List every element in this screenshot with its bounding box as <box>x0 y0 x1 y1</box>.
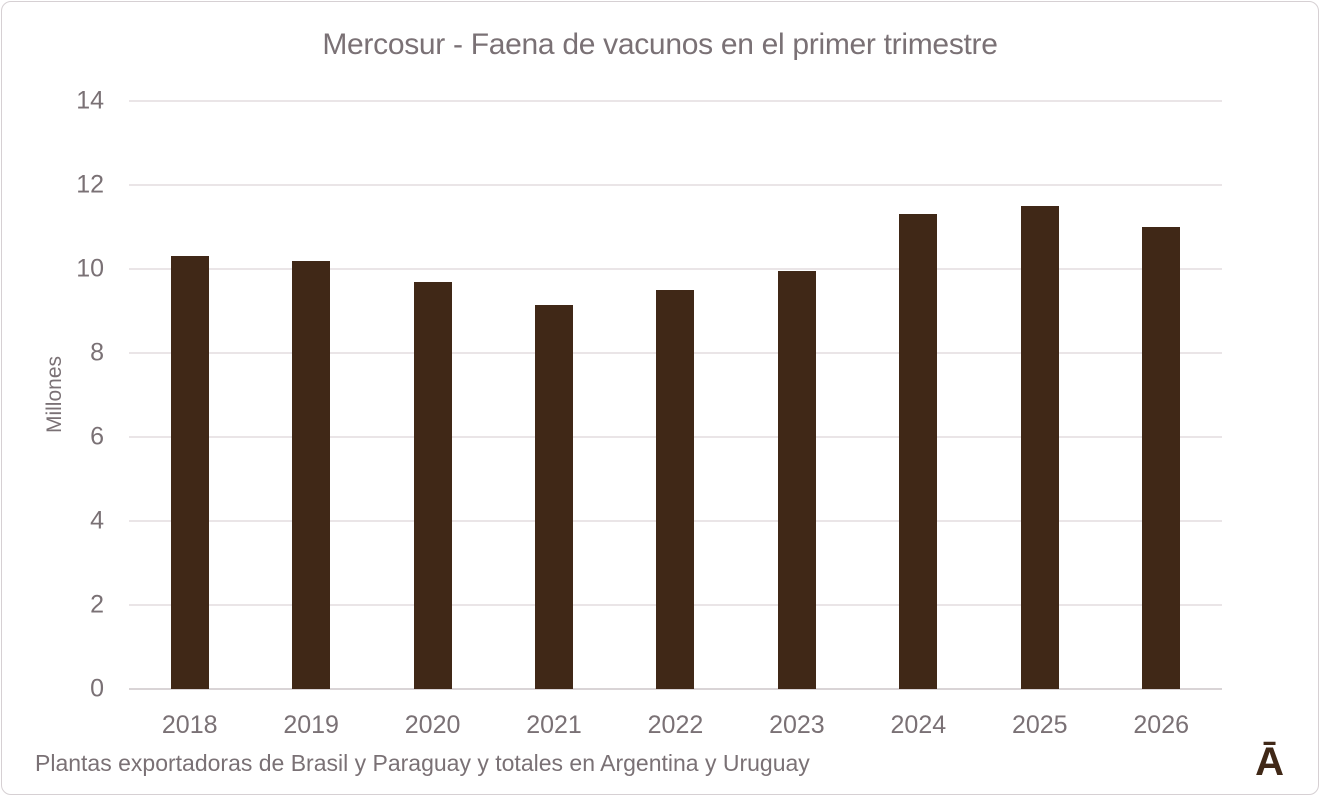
bar-band-2024 <box>858 101 979 689</box>
x-tick-label-2024: 2024 <box>890 711 947 739</box>
bar-2024 <box>899 214 938 689</box>
x-tick-label-2022: 2022 <box>647 711 704 739</box>
plot-area <box>129 100 1222 690</box>
bar-2026 <box>1142 227 1181 689</box>
x-tick-label-2018: 2018 <box>161 711 218 739</box>
x-tick-label-2020: 2020 <box>404 711 461 739</box>
y-tick-label-14: 14 <box>76 86 104 115</box>
y-tick-label-8: 8 <box>90 338 104 367</box>
gridline-14 <box>129 100 1222 102</box>
bar-band-2018 <box>129 101 250 689</box>
bar-2025 <box>1020 206 1059 689</box>
x-axis-line <box>129 688 1222 690</box>
gridline-10 <box>129 268 1222 270</box>
x-tick-label-2021: 2021 <box>526 711 582 739</box>
gridline-12 <box>129 184 1222 186</box>
bar-2022 <box>656 290 695 689</box>
y-tick-label-2: 2 <box>90 590 104 619</box>
x-tick-label-2023: 2023 <box>769 711 825 739</box>
bar-2018 <box>170 256 209 689</box>
bar-band-2020 <box>372 101 493 689</box>
y-tick-label-6: 6 <box>90 422 104 451</box>
y-axis-tick-labels: 0 2 4 6 8 10 12 14 <box>32 88 104 701</box>
x-axis-tick-labels: 2018 2019 2020 2021 2022 2023 2024 2025 2026 <box>129 711 1222 740</box>
source-footnote: Plantas exportadoras de Brasil y Paragua… <box>35 750 810 776</box>
bar-band-2022 <box>615 101 736 689</box>
bar-2021 <box>535 304 574 689</box>
bar-series <box>129 101 1222 689</box>
bar-2019 <box>292 260 331 689</box>
bar-2020 <box>413 281 452 689</box>
x-tick-label-2025: 2025 <box>1011 711 1068 739</box>
brand-logo-icon: Ā <box>1255 740 1284 784</box>
bar-band-2019 <box>250 101 371 689</box>
bar-band-2025 <box>979 101 1100 689</box>
y-tick-label-0: 0 <box>90 674 104 703</box>
x-tick-label-2019: 2019 <box>283 711 339 739</box>
bar-band-2026 <box>1101 101 1222 689</box>
chart-title: Mercosur - Faena de vacunos en el primer… <box>322 28 998 61</box>
y-tick-label-4: 4 <box>90 506 104 535</box>
y-tick-label-12: 12 <box>76 170 104 199</box>
bar-band-2023 <box>736 101 857 689</box>
bar-2023 <box>777 271 816 689</box>
bar-band-2021 <box>493 101 614 689</box>
x-tick-label-2026: 2026 <box>1133 711 1190 739</box>
y-tick-label-10: 10 <box>76 254 104 283</box>
